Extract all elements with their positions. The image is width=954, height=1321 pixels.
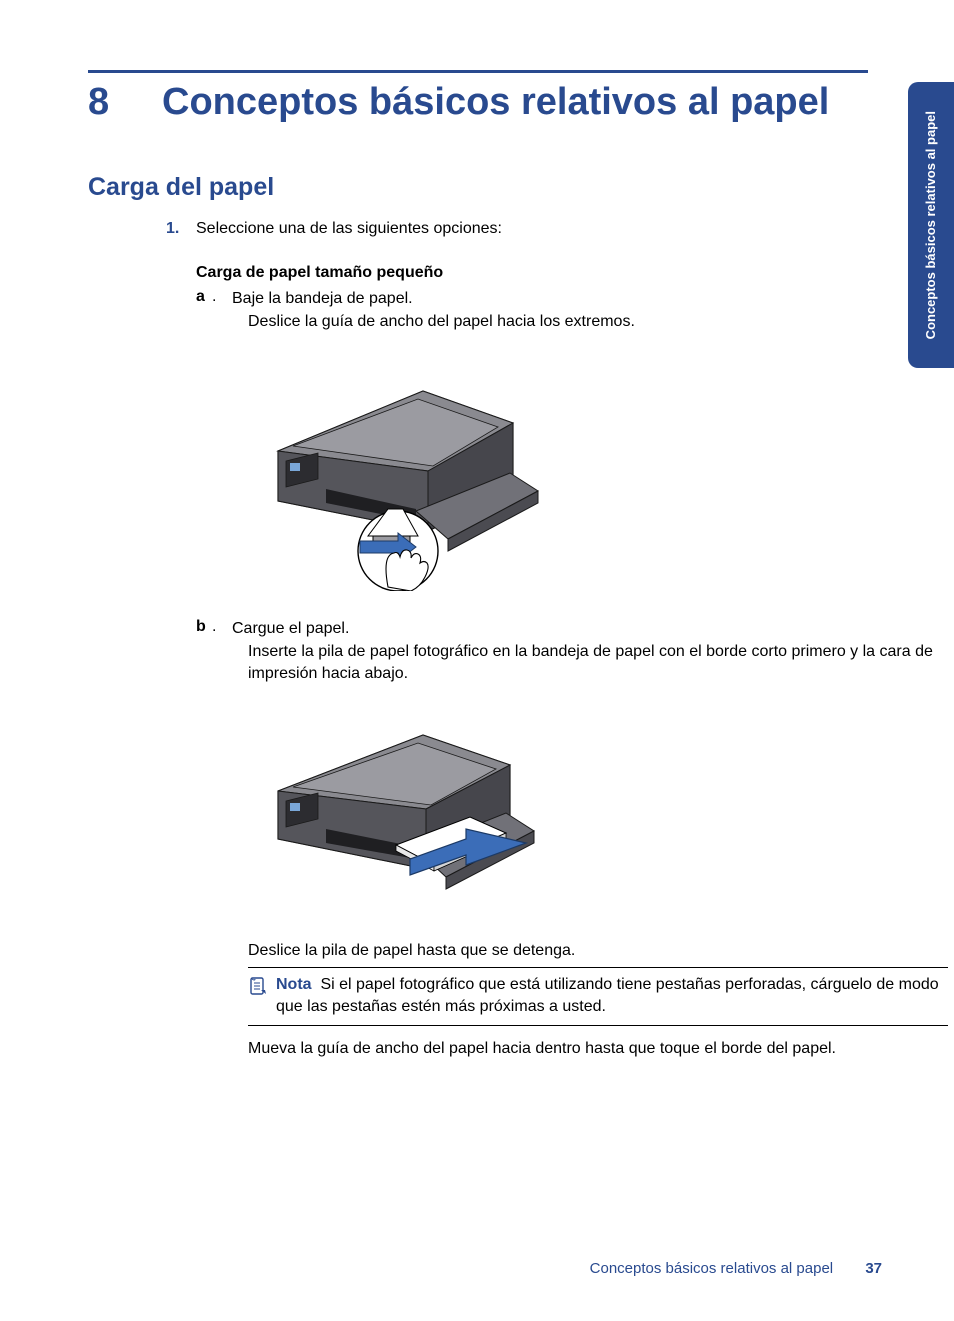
chapter-title: Conceptos básicos relativos al papel xyxy=(162,81,829,125)
substep-block: Carga de papel tamaño pequeño a . Baje l… xyxy=(196,264,914,310)
substep-b-detail: Inserte la pila de papel fotográfico en … xyxy=(248,641,948,684)
chapter-number: 8 xyxy=(88,81,162,124)
step-number: 1. xyxy=(166,220,196,238)
note-icon xyxy=(248,976,268,996)
note-label: Nota xyxy=(276,976,312,993)
substep-block-b: b . Cargue el papel. xyxy=(196,618,914,640)
substep-dot: . xyxy=(212,288,232,306)
figure-2-printer-load xyxy=(248,713,548,913)
step-text: Seleccione una de las siguientes opcione… xyxy=(196,220,502,238)
substep-a: a . Baje la bandeja de papel. xyxy=(196,288,914,310)
substep-letter-b: b xyxy=(196,618,212,636)
note-body: Si el papel fotográfico que está utiliza… xyxy=(276,976,939,1015)
substep-dot-b: . xyxy=(212,618,232,636)
section-heading: Carga del papel xyxy=(88,173,914,202)
substep-heading: Carga de papel tamaño pequeño xyxy=(196,264,914,282)
page-content: 8 Conceptos básicos relativos al papel C… xyxy=(0,0,954,1321)
substep-letter-a: a xyxy=(196,288,212,306)
post-figure-2-text: Deslice la pila de papel hasta que se de… xyxy=(248,940,948,962)
substep-b: b . Cargue el papel. xyxy=(196,618,914,640)
footer-page: 37 xyxy=(865,1260,882,1277)
substep-a-text: Baje la bandeja de papel. xyxy=(232,288,413,310)
footer: Conceptos básicos relativos al papel 37 xyxy=(590,1260,882,1277)
step-1: 1. Seleccione una de las siguientes opci… xyxy=(166,220,914,238)
figure-1-printer-guide xyxy=(248,361,548,591)
footer-text: Conceptos básicos relativos al papel xyxy=(590,1260,833,1277)
post-note-text: Mueva la guía de ancho del papel hacia d… xyxy=(248,1038,948,1060)
substep-a-detail: Deslice la guía de ancho del papel hacia… xyxy=(248,311,948,333)
top-rule xyxy=(88,70,868,73)
substep-b-text: Cargue el papel. xyxy=(232,618,349,640)
chapter-header: 8 Conceptos básicos relativos al papel xyxy=(88,81,868,125)
note-text: Nota Si el papel fotográfico que está ut… xyxy=(276,974,948,1017)
note-box: Nota Si el papel fotográfico que está ut… xyxy=(248,967,948,1026)
